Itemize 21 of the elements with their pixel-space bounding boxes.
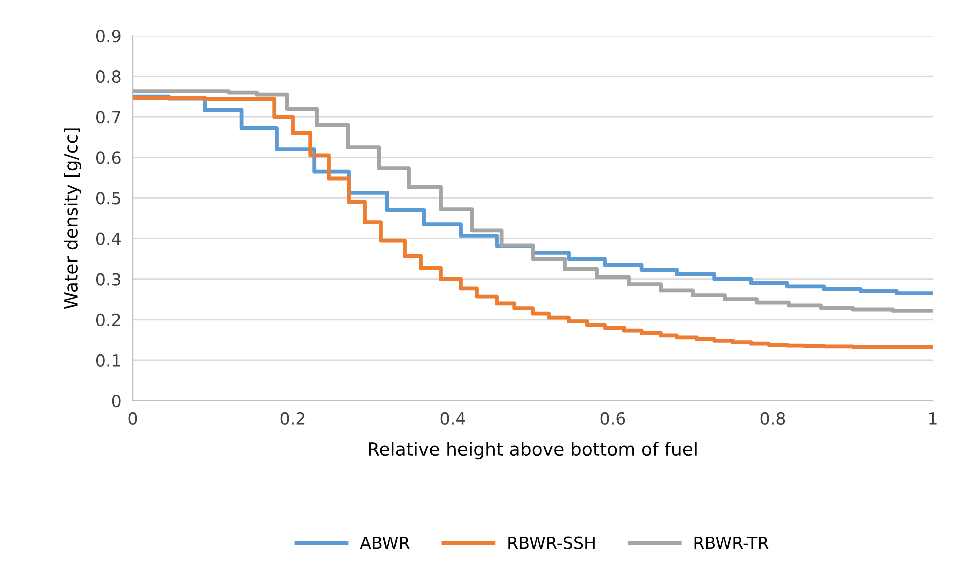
y-tick-label: 0.9 [96,30,121,43]
y-tick-label: 0.2 [96,314,120,326]
y-tick-label: 0.8 [96,70,121,84]
x-tick-label: 0 [128,412,138,426]
x-tick-label: 0.4 [440,412,466,426]
y-tick-label: 0.4 [96,232,121,246]
legend-label: RBWR-TR [694,536,769,550]
y-tick-label: 0.5 [96,192,120,205]
x-axis-title: Relative height above bottom of fuel [369,442,697,460]
y-tick-label: 0.1 [96,354,120,368]
x-tick-label: 1 [930,412,937,425]
y-axis-title: Water density [g/cc] [64,128,82,310]
y-tick-label: 0.3 [96,273,121,286]
x-tick-label: 0.2 [280,412,305,426]
y-tick-label: 0.6 [96,152,121,164]
y-tick-label: 0 [112,394,121,408]
legend-label: ABWR [360,536,410,550]
x-tick-label: 0.6 [600,412,626,426]
legend-label: RBWR-SSH [508,536,595,550]
y-tick-label: 0.7 [96,111,120,124]
x-tick-label: 0.8 [760,412,786,426]
